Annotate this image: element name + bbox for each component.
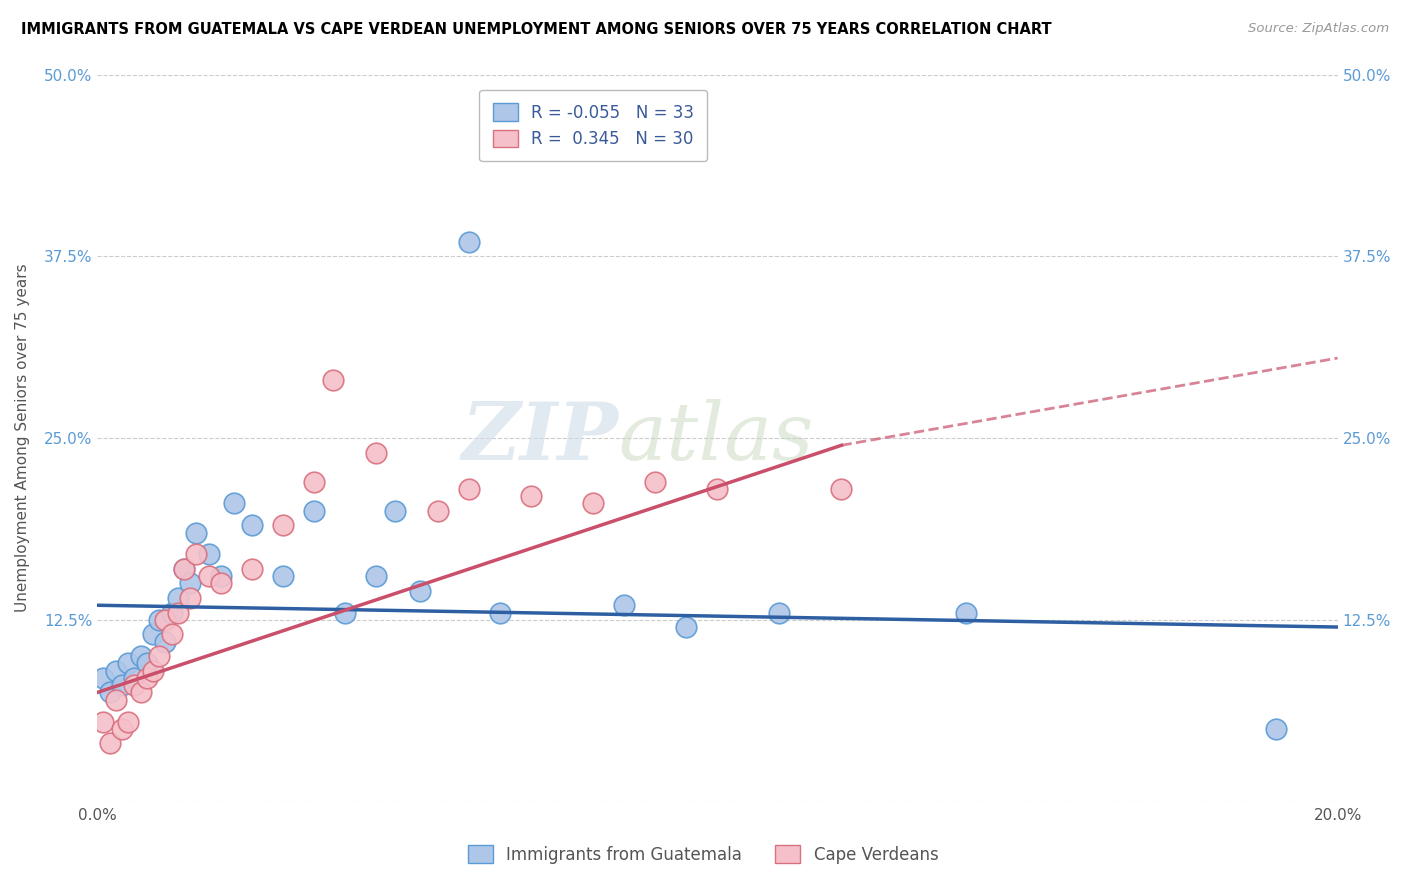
Point	[124, 678, 146, 692]
Point	[142, 664, 165, 678]
Point	[304, 504, 326, 518]
Point	[955, 606, 977, 620]
Point	[644, 475, 666, 489]
Point	[148, 649, 170, 664]
Point	[98, 736, 121, 750]
Point	[104, 692, 127, 706]
Point	[160, 606, 183, 620]
Point	[173, 562, 195, 576]
Point	[129, 649, 152, 664]
Point	[111, 678, 134, 692]
Text: atlas: atlas	[619, 400, 814, 477]
Point	[582, 496, 605, 510]
Point	[222, 496, 245, 510]
Point	[209, 569, 232, 583]
Point	[135, 657, 157, 671]
Point	[489, 606, 512, 620]
Point	[198, 569, 221, 583]
Point	[458, 482, 481, 496]
Point	[179, 576, 201, 591]
Point	[142, 627, 165, 641]
Point	[179, 591, 201, 605]
Point	[1264, 722, 1286, 736]
Legend: R = -0.055   N = 33, R =  0.345   N = 30: R = -0.055 N = 33, R = 0.345 N = 30	[479, 90, 707, 161]
Point	[167, 591, 190, 605]
Point	[93, 671, 115, 685]
Point	[186, 547, 208, 561]
Y-axis label: Unemployment Among Seniors over 75 years: Unemployment Among Seniors over 75 years	[15, 264, 30, 612]
Point	[135, 671, 157, 685]
Point	[706, 482, 728, 496]
Point	[104, 664, 127, 678]
Point	[117, 714, 139, 729]
Point	[675, 620, 697, 634]
Text: ZIP: ZIP	[461, 400, 619, 477]
Point	[384, 504, 406, 518]
Point	[366, 569, 388, 583]
Text: Source: ZipAtlas.com: Source: ZipAtlas.com	[1249, 22, 1389, 36]
Legend: Immigrants from Guatemala, Cape Verdeans: Immigrants from Guatemala, Cape Verdeans	[461, 838, 945, 871]
Text: IMMIGRANTS FROM GUATEMALA VS CAPE VERDEAN UNEMPLOYMENT AMONG SENIORS OVER 75 YEA: IMMIGRANTS FROM GUATEMALA VS CAPE VERDEA…	[21, 22, 1052, 37]
Point	[613, 599, 636, 613]
Point	[124, 671, 146, 685]
Point	[304, 475, 326, 489]
Point	[148, 613, 170, 627]
Point	[198, 547, 221, 561]
Point	[186, 525, 208, 540]
Point	[155, 634, 177, 648]
Point	[240, 562, 263, 576]
Point	[155, 613, 177, 627]
Point	[366, 445, 388, 459]
Point	[98, 685, 121, 699]
Point	[768, 606, 790, 620]
Point	[520, 489, 543, 503]
Point	[240, 518, 263, 533]
Point	[209, 576, 232, 591]
Point	[129, 685, 152, 699]
Point	[160, 627, 183, 641]
Point	[427, 504, 450, 518]
Point	[322, 373, 344, 387]
Point	[830, 482, 852, 496]
Point	[458, 235, 481, 249]
Point	[409, 583, 432, 598]
Point	[93, 714, 115, 729]
Point	[271, 569, 294, 583]
Point	[117, 657, 139, 671]
Point	[111, 722, 134, 736]
Point	[167, 606, 190, 620]
Point	[335, 606, 357, 620]
Point	[173, 562, 195, 576]
Point	[271, 518, 294, 533]
